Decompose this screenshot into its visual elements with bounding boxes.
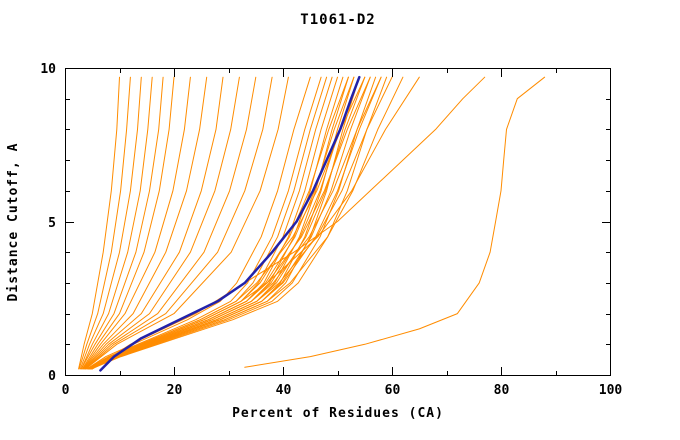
curve-model-16 (87, 76, 328, 370)
plot-title: T1061-D2 (300, 12, 375, 28)
curve-model-09 (83, 76, 224, 370)
y-axis-label: Distance Cutoff, A (6, 143, 21, 302)
curve-highlight-model (99, 75, 361, 372)
plot-border (65, 68, 611, 376)
curve-model-23 (89, 76, 355, 370)
curve-model-04 (80, 76, 153, 370)
curves-group (78, 75, 546, 372)
curve-model-30 (90, 76, 377, 370)
curve-model-32 (90, 76, 382, 370)
curve-model-01 (78, 76, 120, 370)
curve-model-02 (78, 76, 131, 370)
x-tick-label: 0 (62, 383, 70, 398)
curve-model-07 (82, 76, 191, 370)
curve-model-03 (79, 76, 142, 370)
curve-model-35 (91, 76, 404, 370)
x-tick-label: 100 (599, 383, 623, 398)
curve-model-08 (83, 76, 208, 370)
y-tick-label: 0 (48, 369, 56, 384)
curve-model-25 (89, 76, 360, 370)
x-axis-label: Percent of Residues (CA) (232, 406, 444, 421)
y-tick-label: 5 (48, 216, 56, 231)
curve-model-13 (85, 76, 289, 370)
curve-model-38 (244, 76, 546, 368)
y-tick-label: 10 (40, 62, 56, 77)
x-tick-label: 40 (276, 383, 292, 398)
curve-model-36 (91, 76, 420, 370)
curve-model-12 (85, 76, 273, 370)
curve-model-34 (91, 76, 393, 370)
curve-model-05 (80, 76, 164, 370)
x-tick-label: 60 (385, 383, 401, 398)
curve-model-29 (90, 76, 371, 370)
curve-model-37 (91, 76, 486, 370)
curve-model-06 (81, 76, 175, 370)
x-tick-label: 80 (494, 383, 510, 398)
curve-model-27 (89, 76, 366, 370)
curve-model-33 (90, 76, 388, 370)
curve-model-11 (84, 76, 257, 370)
curve-model-10 (84, 76, 240, 370)
curve-model-15 (86, 76, 322, 370)
axes-group: 0 20 40 60 80 100 0 5 10 (40, 62, 622, 398)
curve-model-31 (90, 76, 382, 370)
curve-model-22 (89, 76, 355, 370)
x-tick-label: 20 (167, 383, 183, 398)
